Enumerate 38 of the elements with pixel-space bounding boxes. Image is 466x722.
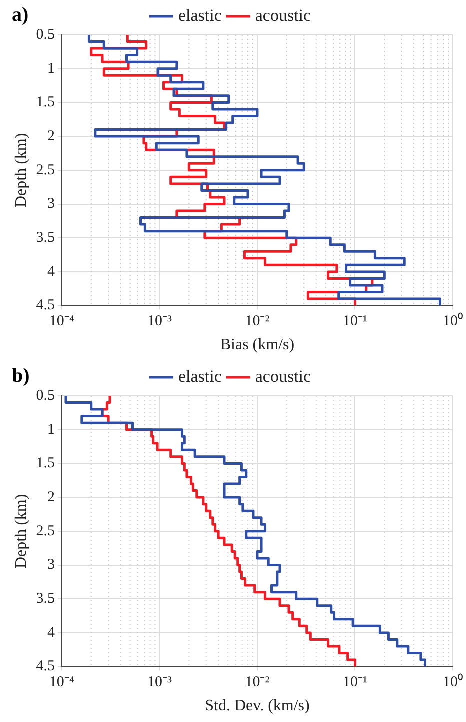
y-tick-label: 2	[47, 128, 55, 144]
y-tick-label: 3	[47, 557, 55, 574]
y-tick-label: 4.5	[36, 658, 55, 675]
x-tick-label: 10⁰	[443, 674, 463, 691]
x-axis-title: Std. Dev. (km/s)	[205, 698, 310, 715]
y-tick-label: 4.5	[36, 298, 55, 314]
x-tick-label: 10⁰	[443, 312, 463, 330]
x-tick-label: 10⁻³	[147, 674, 172, 691]
text: b)	[12, 365, 30, 388]
y-tick-label: 0.5	[36, 26, 55, 43]
y-axis-title: Depth (km)	[12, 494, 30, 568]
legend-label: acoustic	[255, 366, 312, 386]
x-tick-label: 10⁻³	[147, 314, 172, 330]
legend-label: acoustic	[255, 6, 312, 25]
y-tick-label: 1	[47, 60, 55, 77]
x-tick-label: 10⁻²	[245, 314, 270, 330]
y-tick-label: 3.5	[36, 230, 55, 246]
x-tick-label: 10⁻¹	[342, 314, 368, 330]
y-axis-title: Depth (km)	[12, 133, 30, 208]
y-tick-label: 1	[47, 422, 55, 438]
text: a)	[12, 4, 29, 27]
x-tick-label: 10⁻²	[245, 674, 270, 691]
y-tick-label: 1.5	[36, 456, 55, 472]
y-tick-label: 2.5	[36, 523, 55, 540]
y-tick-label: 4	[47, 264, 56, 280]
x-axis-title: Bias (km/s)	[220, 336, 295, 354]
y-tick-label: 1.5	[36, 94, 55, 111]
y-tick-label: 2	[47, 489, 55, 506]
x-tick-label: 10⁻⁴	[49, 314, 75, 330]
y-tick-label: 3	[47, 196, 55, 212]
y-tick-label: 2.5	[36, 162, 55, 178]
x-tick-label: 10⁻¹	[342, 674, 368, 691]
legend-label: elastic	[178, 366, 222, 386]
x-tick-label: 10⁻⁴	[49, 674, 75, 691]
y-tick-label: 3.5	[36, 591, 55, 608]
y-tick-label: 0.5	[36, 388, 55, 404]
y-tick-label: 4	[47, 624, 56, 641]
legend-label: elastic	[178, 6, 222, 25]
